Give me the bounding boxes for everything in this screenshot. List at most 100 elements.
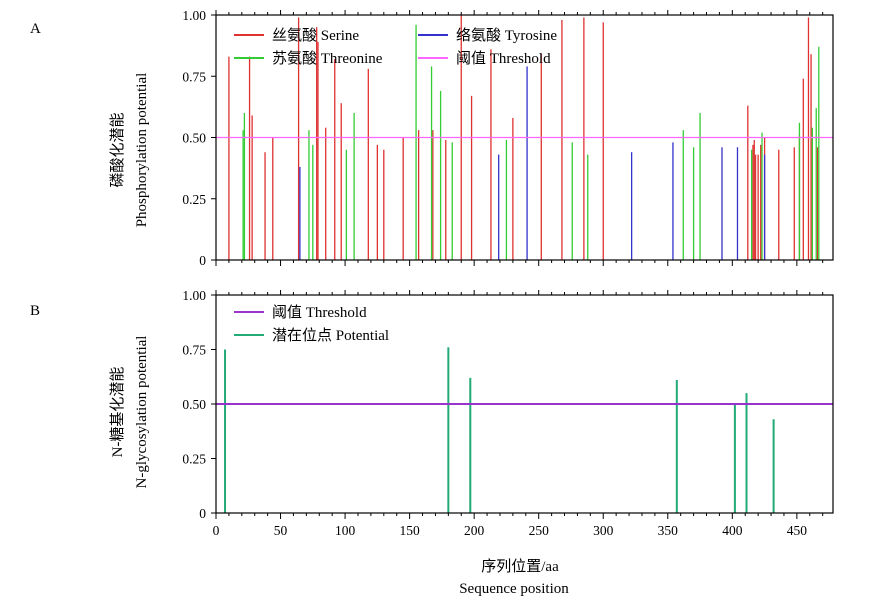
chart-b-bar-s1-6 bbox=[772, 419, 775, 513]
chart-b-xtick-label-3: 150 bbox=[399, 523, 420, 538]
chart-b-ytick-label-3: 0.75 bbox=[182, 343, 206, 358]
chart-a-bar-s0-27 bbox=[752, 144, 754, 260]
chart-a-bar-s1-5 bbox=[353, 113, 355, 260]
chart-b-xtick-label-2: 100 bbox=[335, 523, 356, 538]
chart-a-bar-s0-29 bbox=[754, 154, 757, 260]
chart-a-bar-s1-17 bbox=[761, 132, 763, 260]
chart-b-ytick-label-2: 0.50 bbox=[182, 397, 206, 412]
chart-a-bar-s1-11 bbox=[571, 142, 573, 260]
chart-a-bar-s2-6 bbox=[736, 147, 739, 260]
chart-a-bar-s0-36 bbox=[802, 78, 804, 260]
chart-a-bar-s2-7 bbox=[763, 154, 766, 260]
chart-a-bar-s0-22 bbox=[540, 54, 542, 261]
chart-a-bar-s1-7 bbox=[430, 66, 433, 260]
chart-a-ylabel-en: Phosphorylation potential bbox=[134, 73, 150, 228]
chart-a-bar-s0-39 bbox=[816, 147, 819, 260]
chart-a-bar-s1-18 bbox=[798, 122, 801, 260]
chart-a-ytick-label-1: 0.25 bbox=[182, 192, 206, 207]
panel-label-a: A bbox=[30, 21, 41, 37]
chart-a-legend-label-0: 丝氨酸 Serine bbox=[272, 27, 359, 44]
chart-a-ytick-label-0: 0 bbox=[199, 253, 206, 268]
chart-b-ytick-label-1: 0.25 bbox=[182, 452, 206, 467]
chart-a-bar-s0-5 bbox=[297, 17, 300, 261]
chart-a-bar-s0-12 bbox=[376, 144, 378, 260]
chart-a-bar-s2-3 bbox=[630, 152, 633, 260]
chart-a-bar-s2-2 bbox=[526, 66, 528, 260]
chart-a-bar-s0-2 bbox=[251, 115, 253, 260]
chart-b-bar-s1-5 bbox=[745, 393, 748, 513]
chart-a-bar-s0-9 bbox=[334, 59, 336, 260]
chart-a-bar-s0-14 bbox=[402, 137, 404, 260]
chart-a-bar-s0-3 bbox=[264, 152, 266, 260]
panel-label-b: B bbox=[30, 303, 40, 319]
chart-a-bar-s0-10 bbox=[340, 103, 342, 260]
chart-a-bar-s0-8 bbox=[325, 127, 327, 260]
chart-a-ylabel-cn: 磷酸化潜能 bbox=[109, 112, 126, 187]
chart-a-bar-s1-4 bbox=[345, 149, 348, 260]
chart-b-xtick-label-7: 350 bbox=[658, 523, 679, 538]
chart-a-legend-label-3: 阈值 Threshold bbox=[456, 50, 551, 67]
chart-a-legend-label-1: 苏氨酸 Threonine bbox=[272, 50, 383, 67]
chart-a-bar-s0-15 bbox=[418, 130, 420, 260]
chart-b-bar-s1-0 bbox=[224, 349, 227, 513]
chart-a-bar-s0-28 bbox=[753, 139, 755, 260]
chart-a-bar-s1-21 bbox=[818, 46, 820, 260]
chart-b-xtick-label-6: 300 bbox=[593, 523, 614, 538]
chart-b-legend-label-1: 潜在位点 Potential bbox=[272, 327, 389, 344]
chart-a-bar-s0-16 bbox=[432, 130, 434, 260]
chart-b-xtick-label-8: 400 bbox=[722, 523, 743, 538]
chart-b-xtick-label-5: 250 bbox=[529, 523, 550, 538]
chart-b-ytick-label-4: 1.00 bbox=[182, 288, 206, 303]
chart-a-bar-s1-19 bbox=[811, 127, 813, 260]
chart-a-bar-s1-12 bbox=[587, 154, 589, 260]
chart-a-ytick-label-3: 0.75 bbox=[182, 69, 206, 84]
chart-a-bar-s1-20 bbox=[815, 108, 817, 260]
chart-a: 0 0.25 0.50 0.75 1.00 丝氨酸 Serine 苏氨酸 Threonine… bbox=[182, 8, 834, 268]
chart-a-bar-s0-24 bbox=[583, 17, 585, 261]
chart-a-bar-s0-17 bbox=[445, 139, 447, 260]
chart-b-ylabel-en: N-glycosylation potential bbox=[134, 336, 150, 489]
chart-a-bar-s0-4 bbox=[272, 137, 274, 260]
chart-b-xtick-label-1: 50 bbox=[274, 523, 288, 538]
chart-a-bar-s2-0 bbox=[299, 166, 301, 260]
chart-b-legend-label-0: 阈值 Threshold bbox=[272, 304, 367, 321]
chart-a-bar-s0-30 bbox=[757, 154, 759, 260]
chart-a-bar-s1-14 bbox=[692, 147, 695, 260]
chart-a-bar-s1-3 bbox=[312, 144, 314, 260]
chart-a-bar-s1-6 bbox=[415, 24, 417, 260]
chart-b-xtick-label-4: 200 bbox=[464, 523, 485, 538]
chart-a-bar-s0-21 bbox=[512, 117, 514, 261]
chart-a-bar-s0-6 bbox=[316, 27, 318, 260]
chart-a-legend-label-2: 络氨酸 Tyrosine bbox=[456, 27, 557, 44]
chart-a-bar-s0-11 bbox=[367, 68, 369, 261]
chart-a-bar-s0-37 bbox=[807, 17, 810, 261]
chart-b-bar-s1-2 bbox=[469, 377, 472, 513]
chart-a-bar-s0-0 bbox=[228, 56, 230, 261]
chart-b-ylabel-cn: N-糖基化潜能 bbox=[109, 367, 126, 458]
chart-a-bar-s0-20 bbox=[490, 49, 492, 260]
chart-a-bar-s0-1 bbox=[248, 56, 251, 261]
chart-a-bar-s2-4 bbox=[672, 142, 674, 260]
chart-b-xtick-label-0: 0 bbox=[213, 523, 220, 538]
chart-a-bar-s0-7 bbox=[317, 41, 319, 261]
chart-a-bar-s1-1 bbox=[243, 113, 246, 260]
chart-b-bar-s1-1 bbox=[447, 347, 450, 513]
chart-b-xlabel-cn: 序列位置/aa bbox=[481, 558, 559, 575]
chart-a-bar-s0-34 bbox=[793, 147, 795, 260]
chart-a-bar-s1-16 bbox=[751, 149, 753, 260]
chart-a-bar-s0-25 bbox=[602, 22, 604, 260]
chart-a-bar-s0-31 bbox=[760, 144, 762, 260]
chart-a-bar-s1-8 bbox=[439, 90, 442, 260]
chart-a-bar-s0-33 bbox=[778, 149, 780, 260]
chart-b: 0 0.25 0.50 0.75 1.00 0 50 100 150 200 250 300 350 40… bbox=[182, 288, 834, 538]
chart-b-bar-s1-3 bbox=[675, 380, 678, 513]
chart-a-bar-s1-15 bbox=[699, 113, 701, 260]
chart-a-bar-s1-0 bbox=[242, 130, 244, 260]
chart-a-bar-s1-13 bbox=[682, 130, 684, 260]
chart-a-bar-s1-10 bbox=[505, 139, 508, 260]
chart-a-bar-s0-19 bbox=[470, 95, 473, 260]
chart-b-ytick-label-0: 0 bbox=[199, 506, 206, 521]
chart-b-xtick-label-9: 450 bbox=[787, 523, 808, 538]
chart-a-bar-s0-26 bbox=[747, 105, 749, 261]
